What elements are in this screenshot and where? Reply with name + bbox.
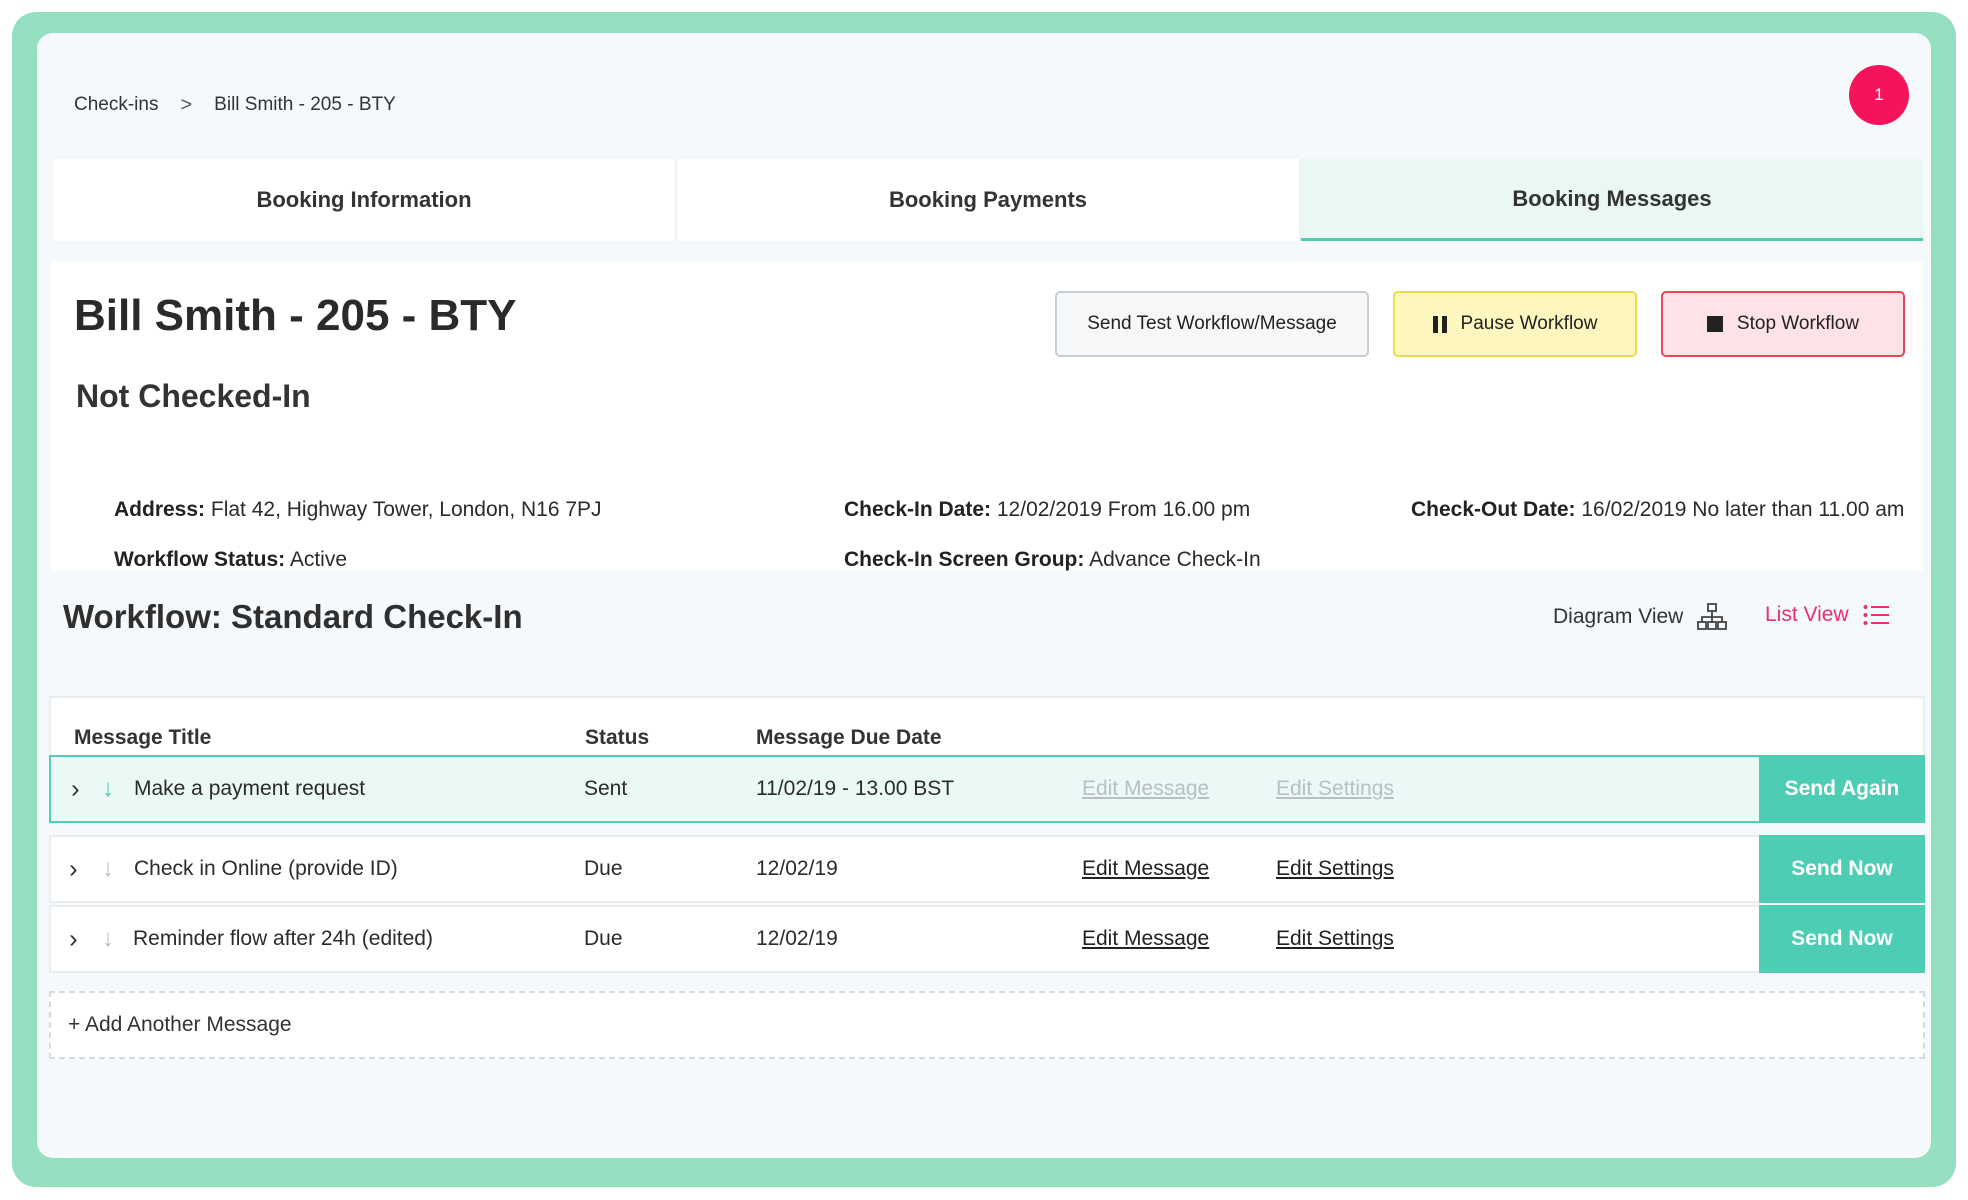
message-title: Check in Online (provide ID) (134, 857, 398, 880)
add-another-message-button[interactable]: + Add Another Message (49, 991, 1925, 1059)
workflow-title: Workflow: Standard Check-In (63, 598, 523, 635)
send-test-label: Send Test Workflow/Message (1087, 313, 1337, 334)
workflow-status-value: Active (289, 548, 347, 571)
checkout-date-label: Check-Out Date: (1411, 498, 1576, 521)
message-status: Due (584, 927, 623, 950)
address-label: Address: (114, 498, 206, 521)
tab-booking-messages[interactable]: Booking Messages (1301, 159, 1923, 241)
list-view-toggle[interactable]: List View (1765, 603, 1889, 627)
expand-chevron-icon[interactable]: › (69, 923, 78, 954)
edit-settings-link[interactable]: Edit Settings (1276, 927, 1394, 950)
sitemap-icon (1697, 603, 1728, 630)
screen-group-label: Check-In Screen Group: (844, 548, 1085, 571)
pause-label: Pause Workflow (1460, 313, 1598, 334)
arrow-down-icon: ↓ (102, 855, 114, 882)
message-status: Due (584, 857, 623, 880)
message-due-date: 11/02/19 - 13.00 BST (756, 777, 955, 800)
tab-bar: Booking Information Booking Payments Boo… (53, 159, 1923, 241)
send-now-button[interactable]: Send Now (1759, 905, 1925, 973)
stop-workflow-button[interactable]: Stop Workflow (1661, 291, 1905, 357)
edit-settings-link[interactable]: Edit Settings (1276, 777, 1394, 800)
checkin-date-label: Check-In Date: (844, 498, 992, 521)
checkin-status: Not Checked-In (76, 378, 311, 414)
workflow-status-label: Workflow Status: (114, 548, 286, 571)
message-title: Reminder flow after 24h (edited) (133, 927, 433, 950)
checkin-date-field: Check-In Date: 12/02/2019 From 16.00 pm (844, 498, 1250, 522)
list-icon (1863, 605, 1889, 625)
message-title: Make a payment request (134, 777, 366, 800)
message-due-date: 12/02/19 (756, 857, 838, 880)
breadcrumb-item-checkins[interactable]: Check-ins (74, 94, 159, 115)
expand-chevron-icon[interactable]: › (69, 853, 78, 884)
list-view-label: List View (1765, 603, 1849, 626)
tab-booking-payments[interactable]: Booking Payments (677, 159, 1301, 241)
table-row: › ↓ Make a payment request Sent 11/02/19… (49, 755, 1925, 823)
send-test-workflow-button[interactable]: Send Test Workflow/Message (1055, 291, 1369, 357)
notification-badge[interactable]: 1 (1849, 65, 1909, 125)
message-due-date: 12/02/19 (756, 927, 838, 950)
edit-settings-link[interactable]: Edit Settings (1276, 857, 1394, 880)
page-title: Bill Smith - 205 - BTY (74, 291, 517, 340)
address-value: Flat 42, Highway Tower, London, N16 7PJ (210, 498, 602, 521)
main-panel: Check-ins > Bill Smith - 205 - BTY 1 Boo… (37, 33, 1931, 1158)
pause-icon (1432, 315, 1447, 333)
checkout-date-field: Check-Out Date: 16/02/2019 No later than… (1411, 498, 1904, 522)
checkout-date-value: 16/02/2019 No later than 11.00 am (1581, 498, 1905, 521)
breadcrumb-item-current: Bill Smith - 205 - BTY (214, 94, 396, 115)
screen-group-field: Check-In Screen Group: Advance Check-In (844, 548, 1261, 572)
diagram-view-label: Diagram View (1553, 605, 1684, 628)
header-message-title: Message Title (74, 726, 212, 749)
arrow-down-icon: ↓ (102, 775, 114, 802)
breadcrumb: Check-ins > Bill Smith - 205 - BTY (74, 85, 396, 125)
diagram-view-toggle[interactable]: Diagram View (1553, 603, 1728, 631)
send-now-button[interactable]: Send Now (1759, 835, 1925, 903)
header-due-date: Message Due Date (756, 726, 942, 749)
chevron-right-icon: > (180, 93, 193, 116)
screen-group-value: Advance Check-In (1089, 548, 1261, 571)
expand-chevron-icon[interactable]: › (71, 773, 80, 804)
address-field: Address: Flat 42, Highway Tower, London,… (114, 498, 602, 522)
header-status: Status (585, 726, 650, 749)
send-again-button[interactable]: Send Again (1759, 755, 1925, 823)
edit-message-link[interactable]: Edit Message (1082, 777, 1210, 800)
workflow-status-field: Workflow Status: Active (114, 548, 347, 572)
booking-info-card: Bill Smith - 205 - BTY Not Checked-In Se… (51, 261, 1923, 571)
pause-workflow-button[interactable]: Pause Workflow (1393, 291, 1637, 357)
stop-label: Stop Workflow (1736, 313, 1860, 334)
stop-icon (1706, 316, 1723, 332)
arrow-down-icon: ↓ (102, 925, 114, 952)
tab-booking-information[interactable]: Booking Information (53, 159, 677, 241)
message-status: Sent (584, 777, 628, 800)
edit-message-link[interactable]: Edit Message (1082, 857, 1210, 880)
checkin-date-value: 12/02/2019 From 16.00 pm (996, 498, 1251, 521)
table-row: › ↓ Reminder flow after 24h (edited) Due… (49, 905, 1925, 973)
table-row: › ↓ Check in Online (provide ID) Due 12/… (49, 835, 1925, 903)
edit-message-link[interactable]: Edit Message (1082, 927, 1210, 950)
